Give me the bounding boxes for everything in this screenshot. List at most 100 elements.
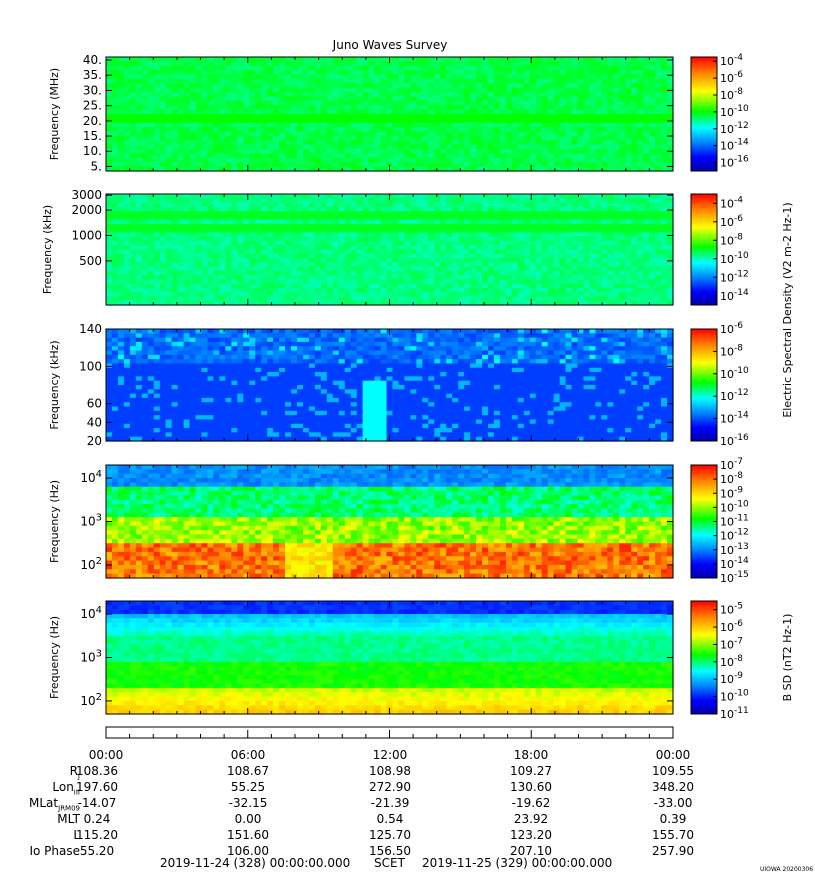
spectrogram-cell: [285, 194, 292, 199]
spectrogram-cell: [499, 74, 507, 80]
spectrogram-cell: [332, 249, 340, 255]
spectrogram-cell: [643, 140, 650, 146]
spectrogram-cell: [362, 118, 370, 124]
spectrogram-cell: [249, 228, 256, 234]
spectrogram-cell: [243, 215, 250, 221]
spectrogram-cell: [583, 194, 591, 199]
spectrogram-cell: [637, 96, 644, 102]
spectrogram-cell: [523, 144, 531, 150]
spectrogram-cell: [231, 61, 238, 67]
spectrogram-cell: [153, 223, 161, 229]
spectrogram-cell: [106, 96, 113, 102]
spectrogram-cell: [368, 162, 376, 168]
spectrogram-cell: [279, 279, 286, 285]
spectrogram-cell: [159, 249, 167, 255]
spectrogram-cell: [386, 211, 394, 216]
spectrogram-cell: [362, 144, 370, 150]
spectrogram-cell: [219, 153, 226, 159]
spectrogram-cell: [207, 245, 215, 251]
spectrogram-cell: [135, 127, 143, 133]
spectrogram-cell: [613, 228, 620, 234]
spectrogram-cell: [487, 109, 495, 115]
spectrogram-cell: [446, 249, 453, 255]
spectrogram-cell: [249, 283, 256, 289]
spectrogram-cell: [619, 211, 626, 216]
spectrogram-cell: [237, 283, 244, 289]
spectrogram-cell: [410, 206, 417, 212]
spectrogram-cell: [601, 100, 608, 106]
spectrogram-cell: [314, 211, 322, 216]
spectrogram-cell: [452, 236, 459, 242]
spectrogram-cell: [362, 296, 370, 302]
spectrogram-cell: [476, 283, 483, 289]
spectrogram-cell: [326, 87, 334, 93]
spectrogram-cell: [320, 109, 328, 115]
spectrogram-cell: [314, 202, 322, 208]
spectrogram-cell: [153, 240, 161, 246]
spectrogram-cell: [380, 270, 388, 276]
spectrogram-cell: [255, 211, 262, 216]
spectrogram-cell: [261, 127, 268, 133]
spectrogram-cell: [350, 105, 358, 111]
spectrogram-cell: [141, 300, 149, 306]
spectrogram-cell: [631, 118, 638, 124]
spectrogram-cell: [487, 70, 495, 76]
spectrogram-cell: [302, 122, 310, 128]
spectrogram-cell: [380, 266, 388, 272]
spectrogram-cell: [487, 83, 495, 89]
spectrogram-cell: [464, 70, 471, 76]
spectrogram-cell: [231, 245, 238, 251]
spectrogram-cell: [141, 236, 149, 242]
spectrogram-cell: [177, 249, 185, 255]
spectrogram-cell: [511, 149, 519, 155]
spectrogram-cell: [410, 228, 417, 234]
spectrogram-cell: [362, 211, 370, 216]
spectrogram-cell: [279, 245, 286, 251]
spectrogram-cell: [410, 61, 417, 67]
spectrogram-cell: [505, 100, 513, 106]
spectrogram-cell: [374, 215, 382, 221]
spectrogram-cell: [320, 223, 328, 229]
spectrogram-cell: [344, 153, 352, 159]
spectrogram-cell: [165, 157, 173, 163]
spectrogram-cell: [207, 266, 215, 272]
spectrogram-cell: [219, 198, 226, 204]
spectrogram-cell: [446, 194, 453, 199]
spectrogram-cell: [667, 202, 674, 208]
spectrogram-cell: [201, 92, 209, 98]
spectrogram-cell: [159, 215, 167, 221]
spectrogram-cell: [553, 223, 561, 229]
spectrogram-cell: [267, 78, 274, 84]
spectrogram-cell: [416, 232, 423, 238]
spectrogram-cell: [410, 292, 417, 298]
spectrogram-cell: [434, 236, 441, 242]
spectrogram-cell: [631, 223, 638, 229]
spectrogram-cell: [177, 118, 185, 124]
spectrogram-cell: [255, 240, 262, 246]
spectrogram-cell: [356, 245, 364, 251]
spectrogram-cell: [291, 300, 298, 306]
spectrogram-cell: [177, 70, 185, 76]
spectrogram-cell: [416, 275, 423, 280]
spectrogram-cell: [601, 92, 608, 98]
spectrogram-cell: [535, 198, 543, 204]
spectrogram-cell: [117, 275, 125, 280]
spectrogram-cell: [201, 57, 209, 62]
spectrogram-cell: [225, 228, 232, 234]
spectrogram-cell: [129, 149, 137, 155]
spectrogram-cell: [249, 223, 256, 229]
spectrogram-cell: [643, 78, 650, 84]
spectrogram-cell: [111, 74, 119, 80]
spectrogram-cell: [482, 166, 489, 172]
spectrogram-cell: [487, 279, 495, 285]
spectrogram-cell: [279, 57, 286, 62]
spectrogram-cell: [547, 219, 555, 225]
spectrogram-cell: [159, 240, 167, 246]
spectrogram-cell: [308, 105, 316, 111]
spectrogram-cell: [428, 57, 435, 62]
spectrogram-cell: [195, 211, 203, 216]
spectrogram-cell: [320, 219, 328, 225]
spectrogram-cell: [499, 262, 507, 268]
spectrogram-cell: [380, 61, 388, 67]
spectrogram-cell: [261, 100, 268, 106]
